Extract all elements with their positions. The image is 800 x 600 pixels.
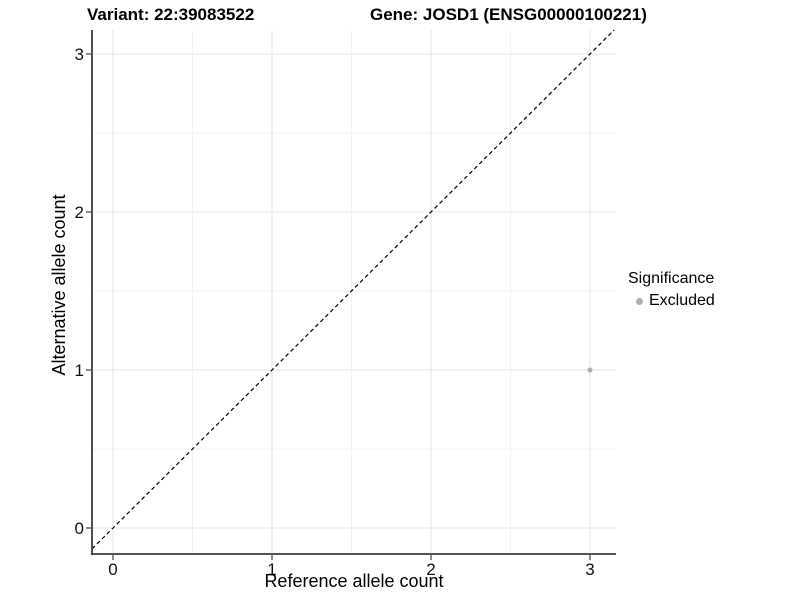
y-tick-label: 3 xyxy=(75,45,84,64)
legend-item-excluded: Excluded xyxy=(628,292,715,310)
legend-title: Significance xyxy=(628,270,715,287)
x-tick-label: 1 xyxy=(267,560,276,579)
x-axis-title: Reference allele count xyxy=(264,571,444,591)
gene-title: Gene: JOSD1 (ENSG00000100221) xyxy=(370,5,647,24)
y-axis-title: Alternative allele count xyxy=(49,194,70,376)
variant-title: Variant: 22:39083522 xyxy=(87,5,255,24)
excluded-point-icon xyxy=(636,297,643,305)
legend-item-label: Excluded xyxy=(649,292,715,309)
y-tick-label: 0 xyxy=(75,519,84,538)
y-tick-label: 1 xyxy=(75,361,84,380)
y-tick-label: 2 xyxy=(75,203,84,222)
x-tick-label: 2 xyxy=(426,560,435,579)
data-point xyxy=(587,367,593,373)
x-tick-label: 3 xyxy=(585,560,594,579)
identity-line xyxy=(91,29,615,550)
legend: Significance Excluded xyxy=(628,270,715,310)
x-tick-label: 0 xyxy=(108,560,117,579)
